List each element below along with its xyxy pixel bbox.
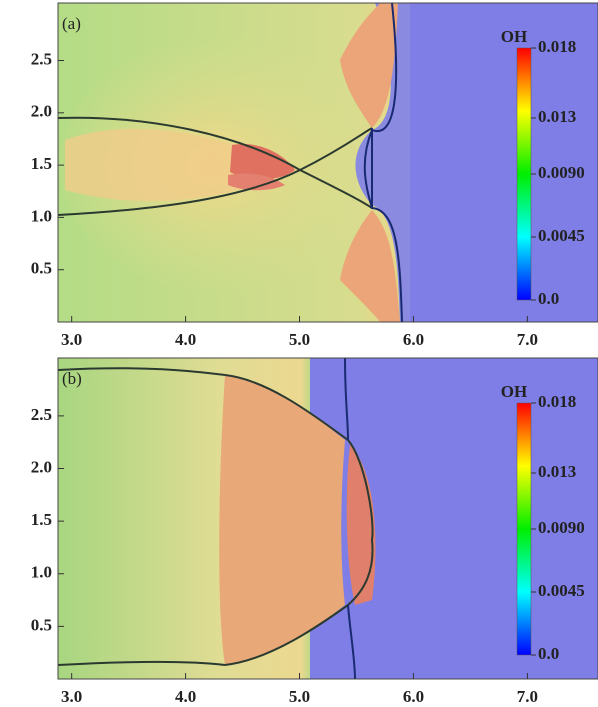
y-tick-label: 2.0 bbox=[31, 102, 52, 121]
x-tick-label: 4.0 bbox=[175, 330, 196, 349]
colorbar-tick-label: 0.0 bbox=[538, 289, 559, 308]
y-tick-label: 0.5 bbox=[31, 615, 52, 634]
x-tick-label: 6.0 bbox=[403, 330, 424, 349]
colorbar-tick-label: 0.0090 bbox=[538, 163, 585, 182]
colorbar-tick-label: 0.018 bbox=[538, 37, 576, 56]
y-tick-label: 0.5 bbox=[31, 259, 52, 278]
x-tick-label: 5.0 bbox=[289, 687, 310, 706]
x-tick-label: 7.0 bbox=[517, 687, 538, 706]
y-tick-label: 2.0 bbox=[31, 457, 52, 476]
x-tick-label: 3.0 bbox=[61, 330, 82, 349]
y-tick-label: 2.5 bbox=[31, 49, 52, 68]
colorbar bbox=[517, 48, 531, 300]
colorbar-tick-label: 0.0045 bbox=[538, 226, 585, 245]
panel-label: (a) bbox=[62, 14, 81, 33]
x-tick-label: 5.0 bbox=[289, 330, 310, 349]
colorbar-tick-label: 0.0 bbox=[538, 644, 559, 663]
colorbar-tick-label: 0.013 bbox=[538, 462, 576, 481]
colorbar bbox=[517, 403, 531, 655]
y-tick-label: 1.0 bbox=[31, 563, 52, 582]
y-tick-label: 1.0 bbox=[31, 206, 52, 225]
colorbar-tick-label: 0.0090 bbox=[538, 518, 585, 537]
colorbar-tick-label: 0.0045 bbox=[538, 581, 585, 600]
panel-label: (b) bbox=[62, 369, 82, 388]
colorbar-tick-label: 0.018 bbox=[538, 392, 576, 411]
colorbar-title: OH bbox=[501, 382, 527, 401]
x-tick-label: 3.0 bbox=[61, 687, 82, 706]
x-tick-label: 6.0 bbox=[403, 687, 424, 706]
colorbar-tick-label: 0.013 bbox=[538, 107, 576, 126]
x-tick-label: 4.0 bbox=[175, 687, 196, 706]
y-tick-label: 1.5 bbox=[31, 154, 52, 173]
y-tick-label: 1.5 bbox=[31, 510, 52, 529]
y-tick-label: 2.5 bbox=[31, 405, 52, 424]
x-tick-label: 7.0 bbox=[517, 330, 538, 349]
figure: (a) 3.0 4.0 5.0 6.0 7.0 0.5 1.0 1.5 2.0 2.5 OH 0.0 0.… bbox=[0, 0, 598, 707]
colorbar-title: OH bbox=[501, 27, 527, 46]
